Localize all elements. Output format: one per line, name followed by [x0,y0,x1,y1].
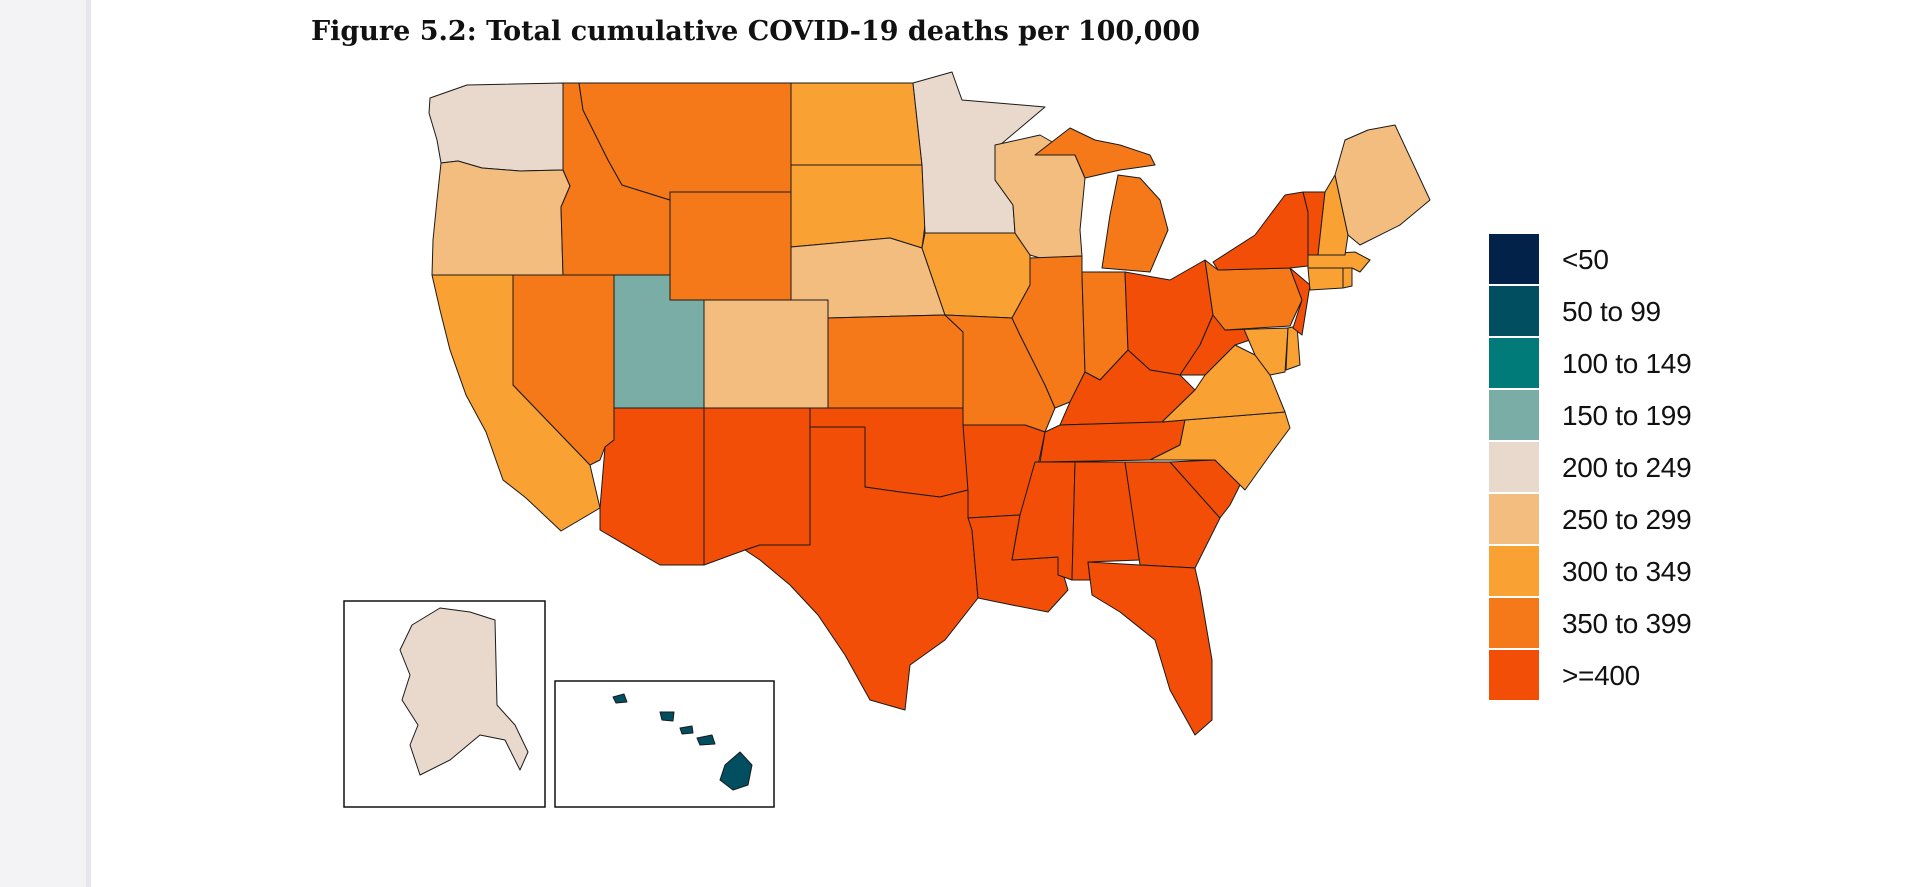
legend-swatch [1489,286,1539,336]
state-washington [428,82,564,172]
hawaii-inset-frame [554,680,775,808]
legend-swatch [1489,598,1539,648]
legend-item: >=400 [1489,649,1809,701]
state-hawaii [612,693,753,791]
legend-label: 300 to 349 [1562,556,1692,587]
legend-swatch [1489,650,1539,700]
legend-label: 250 to 299 [1562,504,1692,535]
page-margin [0,0,91,887]
legend-label: 350 to 399 [1562,608,1692,639]
state-delaware [1285,325,1301,371]
state-south-dakota [790,164,926,249]
alaska-inset-frame [343,600,546,808]
legend-label: 50 to 99 [1562,296,1661,327]
state-massachusetts [1307,251,1371,273]
figure-title: Figure 5.2: Total cumulative COVID-19 de… [311,16,1200,47]
legend-item: 50 to 99 [1489,285,1809,337]
legend-label: 100 to 149 [1562,348,1692,379]
legend-swatch [1489,338,1539,388]
state-new-jersey [1289,267,1311,336]
state-georgia [1124,461,1221,569]
legend-item: 300 to 349 [1489,545,1809,597]
state-alaska [399,607,529,776]
legend-swatch [1489,234,1539,284]
state-new-mexico [703,407,811,566]
state-colorado [703,299,829,409]
legend-swatch [1489,390,1539,440]
legend: <50 50 to 99 100 to 149 150 to 199 200 to 24… [1489,233,1809,701]
state-wyoming [669,191,792,301]
state-pennsylvania [1204,259,1303,331]
legend-item: <50 [1489,233,1809,285]
state-texas [744,426,979,711]
legend-item: 150 to 199 [1489,389,1809,441]
state-florida [1087,561,1213,736]
legend-label: <50 [1562,244,1609,275]
legend-swatch [1489,442,1539,492]
state-illinois [1011,255,1086,409]
legend-item: 350 to 399 [1489,597,1809,649]
legend-swatch [1489,546,1539,596]
state-new-hampshire [1317,174,1349,256]
legend-label: 150 to 199 [1562,400,1692,431]
state-arizona [599,407,705,566]
legend-label: 200 to 249 [1562,452,1692,483]
state-michigan [1034,127,1169,273]
state-kansas [827,314,964,409]
state-north-dakota [790,82,923,166]
legend-item: 200 to 249 [1489,441,1809,493]
state-maine [1334,124,1431,246]
state-rhode-island [1342,265,1353,289]
state-oregon [431,160,571,276]
state-connecticut [1307,265,1344,291]
state-north-carolina [1149,411,1291,491]
legend-swatch [1489,494,1539,544]
legend-label: >=400 [1562,660,1640,691]
legend-item: 250 to 299 [1489,493,1809,545]
state-new-york [1212,191,1309,271]
legend-item: 100 to 149 [1489,337,1809,389]
